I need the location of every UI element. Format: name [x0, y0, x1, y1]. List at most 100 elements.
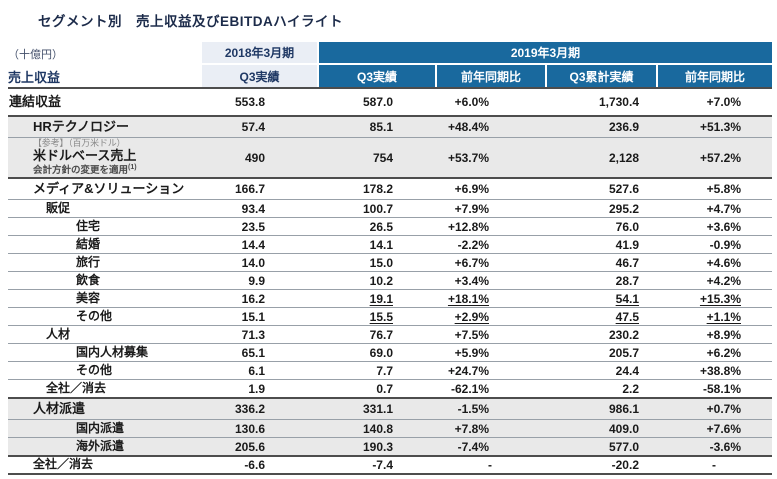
- cell-value: 10.2: [369, 273, 393, 288]
- cell-value: 6.1: [248, 363, 265, 378]
- cell-value: +7.0%: [706, 95, 741, 109]
- cell-value: 587.0: [362, 95, 393, 109]
- cell-value: 336.2: [234, 402, 265, 416]
- cell-value: 15.5: [369, 309, 393, 324]
- cell-value: -2.2%: [457, 237, 489, 252]
- cell-value: 47.5: [615, 309, 639, 324]
- cell-value: +4.2%: [706, 273, 741, 288]
- row-label: メディア&ソリューション: [33, 180, 185, 196]
- cell-value: 14.0: [241, 255, 265, 270]
- cell-value: 85.1: [369, 120, 393, 134]
- table-row: HRテクノロジー 57.4 85.1 +48.4% 236.9 +51.3%: [8, 115, 772, 137]
- cell-value: +0.7%: [706, 402, 741, 416]
- cell-value: -7.4: [372, 458, 393, 472]
- row-label: 結婚: [76, 236, 101, 251]
- cell-value: 41.9: [615, 237, 639, 252]
- row-label: 飲食: [76, 272, 101, 287]
- cell-value: 28.7: [615, 273, 639, 288]
- usd-reference-note: 【参考】（百万米ドル）: [33, 138, 126, 149]
- cell-value: 140.8: [362, 421, 393, 436]
- row-label: 【参考】（百万米ドル） 米ドルベース売上 会計方針の変更を適用(1): [8, 138, 202, 176]
- cell-value: 24.4: [615, 363, 639, 378]
- row-label: 海外派遣: [76, 438, 125, 453]
- col-header-fy2018-q3: Q3実績: [202, 65, 317, 87]
- table-row: 結婚 14.4 14.1 -2.2% 41.9 -0.9%: [8, 235, 772, 253]
- cell-value: 15.1: [241, 309, 265, 324]
- cell-value: 1.9: [248, 381, 265, 396]
- row-label: 国内派遣: [76, 420, 125, 435]
- table-row: 全社／消去 -6.6 -7.4 - -20.2 -: [8, 455, 772, 473]
- cell-value: 0.7: [376, 381, 393, 396]
- cell-value: -7.4%: [457, 439, 489, 454]
- table-row: 国内人材募集 65.1 69.0 +5.9% 205.7 +6.2%: [8, 343, 772, 361]
- cell-value: 7.7: [376, 363, 393, 378]
- cell-value: 166.7: [234, 182, 265, 196]
- table-row: 全社／消去 1.9 0.7 -62.1% 2.2 -58.1%: [8, 379, 772, 397]
- row-label: 全社／消去: [33, 457, 94, 472]
- cell-value: +5.8%: [706, 182, 741, 196]
- cell-value: +12.8%: [447, 219, 489, 234]
- cell-value: +3.4%: [454, 273, 489, 288]
- cell-value: -20.2: [611, 458, 639, 472]
- row-label: 美容: [76, 290, 101, 305]
- cell-value: 178.2: [362, 182, 393, 196]
- cell-value: 331.1: [362, 402, 393, 416]
- row-label: 人材派遣: [33, 400, 86, 416]
- cell-value: 16.2: [241, 291, 265, 306]
- cell-value: +57.2%: [699, 150, 741, 165]
- table-row: その他 6.1 7.7 +24.7% 24.4 +38.8%: [8, 361, 772, 379]
- cell-value: +24.7%: [447, 363, 489, 378]
- cell-value: +51.3%: [699, 120, 741, 134]
- table-row: 住宅 23.5 26.5 +12.8% 76.0 +3.6%: [8, 217, 772, 235]
- cell-value: +18.1%: [447, 291, 489, 306]
- cell-value: 130.6: [234, 421, 265, 436]
- cell-value: 23.5: [241, 219, 265, 234]
- row-label: 全社／消去: [46, 380, 107, 395]
- col-header-q3-cumulative: Q3累計実績: [545, 65, 656, 87]
- cell-value: -62.1%: [450, 381, 489, 396]
- cell-value: -1.5%: [457, 402, 489, 416]
- row-label: 連結収益: [9, 93, 62, 109]
- cell-value: +7.8%: [454, 421, 489, 436]
- cell-value: +6.9%: [454, 182, 489, 196]
- col-header-q3-actual: Q3実績: [317, 65, 435, 87]
- cell-value: 553.8: [234, 95, 265, 109]
- page-title: セグメント別 売上収益及びEBITDAハイライト: [38, 14, 343, 29]
- cell-value: +7.6%: [706, 421, 741, 436]
- cell-value: 54.1: [615, 291, 639, 306]
- row-label: その他: [76, 362, 113, 377]
- cell-value: +6.2%: [706, 345, 741, 360]
- table-body: 連結収益 553.8 587.0 +6.0% 1,730.4 +7.0% HRテクノロジー 5…: [8, 89, 772, 475]
- cell-value: 2.2: [622, 381, 639, 396]
- table-row: 連結収益 553.8 587.0 +6.0% 1,730.4 +7.0%: [8, 89, 772, 115]
- cell-value: 986.1: [608, 402, 639, 416]
- cell-value: +4.7%: [706, 201, 741, 216]
- table-row: 人材派遣 336.2 331.1 -1.5% 986.1 +0.7%: [8, 397, 772, 419]
- cell-value: +5.9%: [454, 345, 489, 360]
- table-row: メディア&ソリューション 166.7 178.2 +6.9% 527.6 +5.8%: [8, 177, 772, 199]
- cell-value: +2.9%: [454, 309, 489, 324]
- cell-value: 76.7: [369, 327, 393, 342]
- cell-value: +7.9%: [454, 201, 489, 216]
- table-row: 海外派遣 205.6 190.3 -7.4% 577.0 -3.6%: [8, 437, 772, 455]
- cell-value: -58.1%: [702, 381, 741, 396]
- accounting-policy-note: 会計方針の変更を適用(1): [33, 163, 137, 176]
- row-label: 旅行: [76, 254, 101, 269]
- col-header-yoy: 前年同期比: [435, 65, 545, 87]
- cell-value: -: [712, 458, 716, 472]
- col-group-fy2018: 2018年3月期: [202, 42, 317, 63]
- cell-value: 57.4: [241, 120, 265, 134]
- row-label: 国内人材募集: [76, 344, 149, 359]
- cell-value: +15.3%: [699, 291, 741, 306]
- row-label: 人材: [46, 326, 71, 341]
- cell-value: 15.0: [369, 255, 393, 270]
- cell-value: 236.9: [608, 120, 639, 134]
- cell-value: 69.0: [369, 345, 393, 360]
- cell-value: -6.6: [244, 458, 265, 472]
- cell-value: +8.9%: [706, 327, 741, 342]
- cell-value: +38.8%: [699, 363, 741, 378]
- cell-value: 14.4: [241, 237, 265, 252]
- cell-value: 190.3: [362, 439, 393, 454]
- cell-value: +3.6%: [706, 219, 741, 234]
